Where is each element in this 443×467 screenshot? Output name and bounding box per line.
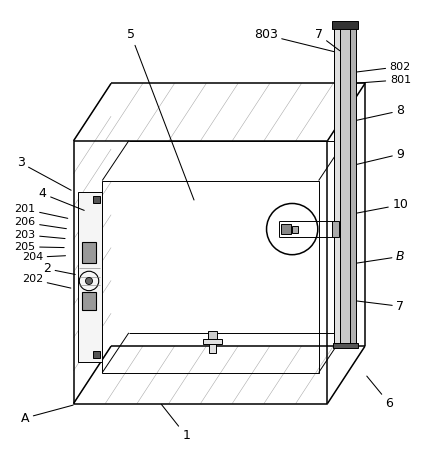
Text: 802: 802: [357, 62, 411, 72]
Bar: [82, 292, 96, 310]
Circle shape: [85, 277, 93, 284]
Text: 7: 7: [357, 300, 404, 313]
Bar: [102, 181, 319, 373]
Bar: [281, 224, 291, 234]
Bar: [332, 221, 338, 237]
Bar: [292, 226, 298, 233]
Bar: [332, 21, 358, 29]
Text: A: A: [21, 405, 73, 425]
Text: B: B: [357, 250, 404, 263]
Bar: [93, 351, 100, 358]
Bar: [93, 196, 100, 203]
Bar: [333, 343, 358, 348]
Text: 801: 801: [357, 75, 411, 85]
Text: 204: 204: [22, 252, 66, 262]
Text: 202: 202: [22, 275, 71, 288]
Text: 3: 3: [17, 156, 71, 190]
Text: 2: 2: [43, 262, 75, 276]
Text: 205: 205: [15, 242, 64, 252]
Text: 10: 10: [357, 198, 408, 213]
Bar: [209, 344, 216, 353]
Bar: [350, 24, 356, 346]
Bar: [340, 24, 350, 346]
Bar: [74, 141, 327, 403]
Text: 1: 1: [161, 404, 190, 442]
Text: 8: 8: [357, 104, 404, 120]
Text: 6: 6: [367, 376, 393, 410]
Bar: [340, 24, 350, 346]
Bar: [334, 24, 340, 346]
Text: 206: 206: [15, 218, 66, 229]
Bar: [203, 339, 222, 344]
Bar: [350, 24, 356, 346]
Text: 4: 4: [39, 187, 84, 211]
Text: 203: 203: [15, 230, 65, 240]
Text: 803: 803: [254, 28, 334, 52]
Text: 7: 7: [315, 28, 340, 51]
Bar: [208, 331, 217, 339]
Text: 9: 9: [357, 148, 404, 164]
Bar: [78, 191, 102, 361]
Text: 5: 5: [127, 28, 194, 200]
Bar: [82, 242, 96, 263]
Bar: [334, 24, 340, 346]
Text: 201: 201: [15, 204, 68, 219]
